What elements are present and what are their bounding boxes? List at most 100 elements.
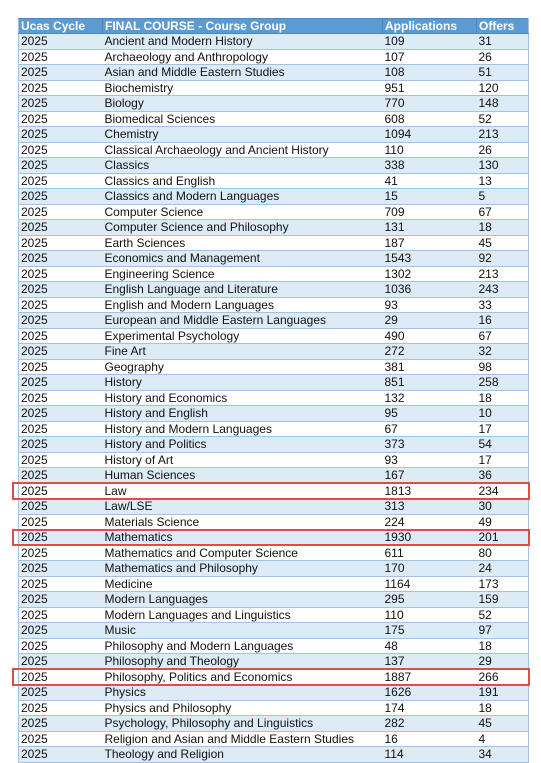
cell-course-group[interactable]: Biochemistry xyxy=(102,79,383,96)
cell-ucas-cycle[interactable]: 2025 xyxy=(18,467,103,484)
cell-course-group[interactable]: Law xyxy=(102,482,383,499)
cell-ucas-cycle[interactable]: 2025 xyxy=(18,637,103,654)
cell-course-group[interactable]: History and Politics xyxy=(102,436,383,453)
cell-applications[interactable]: 1930 xyxy=(382,529,477,546)
cell-course-group[interactable]: History and English xyxy=(102,405,383,422)
cell-applications[interactable]: 107 xyxy=(382,48,477,65)
cell-offers[interactable]: 130 xyxy=(476,157,529,174)
cell-applications[interactable]: 1094 xyxy=(382,126,477,143)
cell-course-group[interactable]: Fine Art xyxy=(102,343,383,360)
cell-course-group[interactable]: Philosophy and Theology xyxy=(102,653,383,670)
cell-ucas-cycle[interactable]: 2025 xyxy=(18,281,103,298)
cell-applications[interactable]: 170 xyxy=(382,560,477,577)
cell-ucas-cycle[interactable]: 2025 xyxy=(18,374,103,391)
cell-applications[interactable]: 611 xyxy=(382,544,477,561)
cell-applications[interactable]: 851 xyxy=(382,374,477,391)
cell-applications[interactable]: 110 xyxy=(382,606,477,623)
cell-offers[interactable]: 120 xyxy=(476,79,529,96)
cell-course-group[interactable]: Mathematics and Philosophy xyxy=(102,560,383,577)
cell-applications[interactable]: 93 xyxy=(382,296,477,313)
cell-ucas-cycle[interactable]: 2025 xyxy=(18,126,103,143)
cell-ucas-cycle[interactable]: 2025 xyxy=(18,296,103,313)
cell-offers[interactable]: 17 xyxy=(476,451,529,468)
cell-offers[interactable]: 191 xyxy=(476,684,529,701)
cell-course-group[interactable]: Philosophy and Modern Languages xyxy=(102,637,383,654)
cell-applications[interactable]: 29 xyxy=(382,312,477,329)
cell-applications[interactable]: 272 xyxy=(382,343,477,360)
cell-course-group[interactable]: Theology and Religion xyxy=(102,746,383,763)
cell-applications[interactable]: 381 xyxy=(382,358,477,375)
cell-applications[interactable]: 137 xyxy=(382,653,477,670)
cell-applications[interactable]: 709 xyxy=(382,203,477,220)
cell-course-group[interactable]: Archaeology and Anthropology xyxy=(102,48,383,65)
cell-ucas-cycle[interactable]: 2025 xyxy=(18,498,103,515)
cell-course-group[interactable]: Computer Science and Philosophy xyxy=(102,219,383,236)
cell-ucas-cycle[interactable]: 2025 xyxy=(18,265,103,282)
cell-ucas-cycle[interactable]: 2025 xyxy=(18,358,103,375)
cell-ucas-cycle[interactable]: 2025 xyxy=(18,188,103,205)
cell-ucas-cycle[interactable]: 2025 xyxy=(18,622,103,639)
cell-applications[interactable]: 16 xyxy=(382,730,477,747)
cell-offers[interactable]: 10 xyxy=(476,405,529,422)
cell-ucas-cycle[interactable]: 2025 xyxy=(18,110,103,127)
cell-offers[interactable]: 13 xyxy=(476,172,529,189)
cell-offers[interactable]: 243 xyxy=(476,281,529,298)
cell-applications[interactable]: 1036 xyxy=(382,281,477,298)
cell-ucas-cycle[interactable]: 2025 xyxy=(18,79,103,96)
cell-ucas-cycle[interactable]: 2025 xyxy=(18,436,103,453)
cell-applications[interactable]: 1813 xyxy=(382,482,477,499)
cell-applications[interactable]: 373 xyxy=(382,436,477,453)
cell-applications[interactable]: 174 xyxy=(382,699,477,716)
cell-course-group[interactable]: Experimental Psychology xyxy=(102,327,383,344)
cell-applications[interactable]: 490 xyxy=(382,327,477,344)
cell-ucas-cycle[interactable]: 2025 xyxy=(18,668,103,685)
cell-offers[interactable]: 36 xyxy=(476,467,529,484)
cell-ucas-cycle[interactable]: 2025 xyxy=(18,95,103,112)
cell-applications[interactable]: 93 xyxy=(382,451,477,468)
cell-applications[interactable]: 67 xyxy=(382,420,477,437)
cell-offers[interactable]: 234 xyxy=(476,482,529,499)
cell-course-group[interactable]: English Language and Literature xyxy=(102,281,383,298)
cell-course-group[interactable]: Philosophy, Politics and Economics xyxy=(102,668,383,685)
cell-applications[interactable]: 114 xyxy=(382,746,477,763)
cell-offers[interactable]: 17 xyxy=(476,420,529,437)
cell-course-group[interactable]: History and Economics xyxy=(102,389,383,406)
cell-course-group[interactable]: Music xyxy=(102,622,383,639)
cell-offers[interactable]: 213 xyxy=(476,126,529,143)
cell-ucas-cycle[interactable]: 2025 xyxy=(18,389,103,406)
cell-course-group[interactable]: Earth Sciences xyxy=(102,234,383,251)
cell-applications[interactable]: 770 xyxy=(382,95,477,112)
cell-offers[interactable]: 159 xyxy=(476,591,529,608)
cell-ucas-cycle[interactable]: 2025 xyxy=(18,699,103,716)
cell-applications[interactable]: 295 xyxy=(382,591,477,608)
cell-ucas-cycle[interactable]: 2025 xyxy=(18,48,103,65)
cell-course-group[interactable]: Asian and Middle Eastern Studies xyxy=(102,64,383,81)
cell-ucas-cycle[interactable]: 2025 xyxy=(18,451,103,468)
cell-offers[interactable]: 67 xyxy=(476,327,529,344)
cell-ucas-cycle[interactable]: 2025 xyxy=(18,730,103,747)
cell-course-group[interactable]: History xyxy=(102,374,383,391)
cell-course-group[interactable]: Law/LSE xyxy=(102,498,383,515)
cell-ucas-cycle[interactable]: 2025 xyxy=(18,529,103,546)
cell-offers[interactable]: 52 xyxy=(476,606,529,623)
cell-ucas-cycle[interactable]: 2025 xyxy=(18,591,103,608)
cell-ucas-cycle[interactable]: 2025 xyxy=(18,203,103,220)
cell-ucas-cycle[interactable]: 2025 xyxy=(18,64,103,81)
cell-offers[interactable]: 49 xyxy=(476,513,529,530)
cell-offers[interactable]: 45 xyxy=(476,715,529,732)
cell-offers[interactable]: 213 xyxy=(476,265,529,282)
cell-applications[interactable]: 187 xyxy=(382,234,477,251)
cell-course-group[interactable]: Biology xyxy=(102,95,383,112)
cell-offers[interactable]: 29 xyxy=(476,653,529,670)
cell-applications[interactable]: 608 xyxy=(382,110,477,127)
cell-applications[interactable]: 15 xyxy=(382,188,477,205)
cell-course-group[interactable]: Mathematics xyxy=(102,529,383,546)
cell-ucas-cycle[interactable]: 2025 xyxy=(18,653,103,670)
cell-course-group[interactable]: Physics xyxy=(102,684,383,701)
cell-offers[interactable]: 97 xyxy=(476,622,529,639)
cell-ucas-cycle[interactable]: 2025 xyxy=(18,544,103,561)
cell-offers[interactable]: 34 xyxy=(476,746,529,763)
cell-ucas-cycle[interactable]: 2025 xyxy=(18,606,103,623)
cell-offers[interactable]: 18 xyxy=(476,389,529,406)
cell-course-group[interactable]: Chemistry xyxy=(102,126,383,143)
